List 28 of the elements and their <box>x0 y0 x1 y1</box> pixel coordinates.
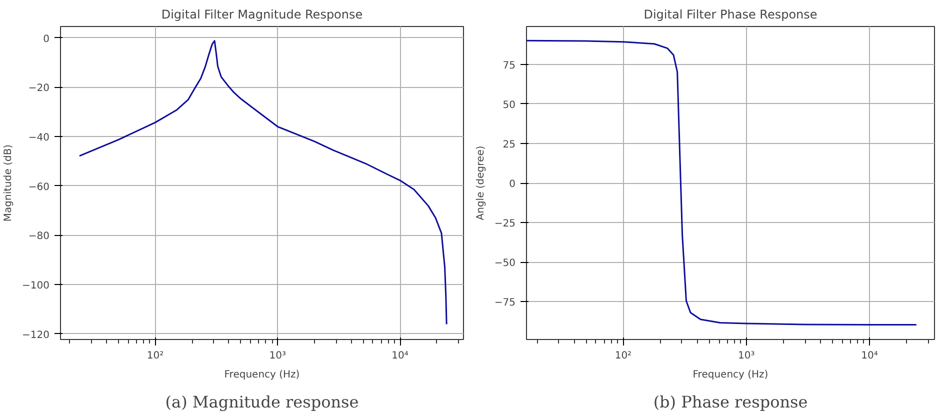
text: (a) Magnitude response <box>165 392 359 412</box>
y-tick-label: −80 <box>28 231 50 242</box>
x-tick-label: 10² <box>146 350 164 362</box>
x-tick-label: 10⁴ <box>861 350 878 362</box>
x-axis-title: Frequency (Hz) <box>692 370 768 380</box>
y-tick-label: 25 <box>502 139 516 150</box>
y-tick-label: 50 <box>502 100 516 111</box>
chart-title: Digital Filter Magnitude Response <box>161 8 363 22</box>
y-tick-label: −25 <box>494 218 516 230</box>
y-tick-label: 75 <box>502 60 516 72</box>
y-tick-label: −120 <box>22 330 50 341</box>
y-tick-label: −40 <box>28 132 50 144</box>
y-tick-label: 0 <box>43 34 50 45</box>
y-tick-label: −100 <box>22 280 50 292</box>
x-tick-label: 10³ <box>738 350 755 362</box>
y-tick-label: −75 <box>494 298 516 309</box>
x-tick-label: 10³ <box>269 350 286 362</box>
x-tick-label: 10² <box>614 350 632 362</box>
chart-title: Digital Filter Phase Response <box>644 8 818 22</box>
y-tick-label: 0 <box>509 179 516 190</box>
y-tick-label: −60 <box>28 182 50 193</box>
x-tick-label: 10⁴ <box>392 350 408 362</box>
text: (b) Phase response <box>653 392 808 412</box>
x-axis-title: Frequency (Hz) <box>224 370 300 380</box>
y-tick-label: −50 <box>494 258 516 270</box>
y-tick-label: −20 <box>28 83 50 94</box>
y-axis-title: Magnitude (dB) <box>3 144 14 222</box>
y-axis-title: Angle (degree) <box>475 146 486 220</box>
